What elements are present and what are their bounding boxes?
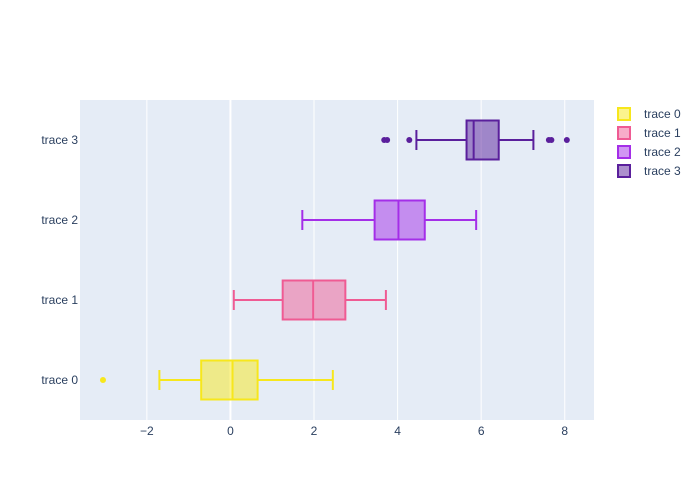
legend-label: trace 0 bbox=[644, 107, 681, 121]
box-outlier-point bbox=[548, 137, 555, 143]
box-traces bbox=[99, 119, 570, 401]
box-trace bbox=[232, 279, 387, 321]
box-iqr bbox=[373, 199, 426, 241]
y-tick-label: trace 3 bbox=[41, 133, 78, 147]
y-tick-label: trace 0 bbox=[41, 373, 78, 387]
box-trace bbox=[99, 359, 334, 401]
box-trace bbox=[301, 199, 478, 241]
x-tick-label: 2 bbox=[311, 424, 318, 438]
legend-item[interactable]: trace 0 bbox=[617, 107, 681, 121]
legend[interactable]: trace 0 trace 1 trace 2 trace 3 bbox=[617, 107, 681, 178]
box-outlier-point bbox=[406, 137, 413, 143]
legend-swatch bbox=[617, 126, 631, 140]
x-tick-label: 8 bbox=[561, 424, 568, 438]
x-tick-label: 4 bbox=[394, 424, 401, 438]
legend-item[interactable]: trace 1 bbox=[617, 126, 681, 140]
x-tick-label: −2 bbox=[140, 424, 154, 438]
x-axis-tick-labels: −2 0 2 4 6 8 bbox=[140, 424, 568, 438]
y-tick-label: trace 2 bbox=[41, 213, 78, 227]
legend-item[interactable]: trace 3 bbox=[617, 164, 681, 178]
box-outlier-point bbox=[563, 137, 570, 143]
legend-swatch bbox=[617, 107, 631, 121]
legend-label: trace 2 bbox=[644, 145, 681, 159]
box-outlier-point bbox=[99, 377, 106, 383]
box-outlier-point bbox=[384, 137, 391, 143]
plot-area bbox=[80, 100, 594, 420]
y-axis-tick-labels: trace 0 trace 1 trace 2 trace 3 bbox=[41, 133, 78, 387]
x-tick-label: 0 bbox=[227, 424, 234, 438]
legend-label: trace 3 bbox=[644, 164, 681, 178]
legend-swatch bbox=[617, 164, 631, 178]
legend-label: trace 1 bbox=[644, 126, 681, 140]
legend-swatch bbox=[617, 145, 631, 159]
box-trace bbox=[381, 119, 570, 161]
y-tick-label: trace 1 bbox=[41, 293, 78, 307]
box-iqr bbox=[200, 359, 259, 401]
x-tick-label: 6 bbox=[478, 424, 485, 438]
box-iqr bbox=[465, 119, 500, 161]
legend-item[interactable]: trace 2 bbox=[617, 145, 681, 159]
